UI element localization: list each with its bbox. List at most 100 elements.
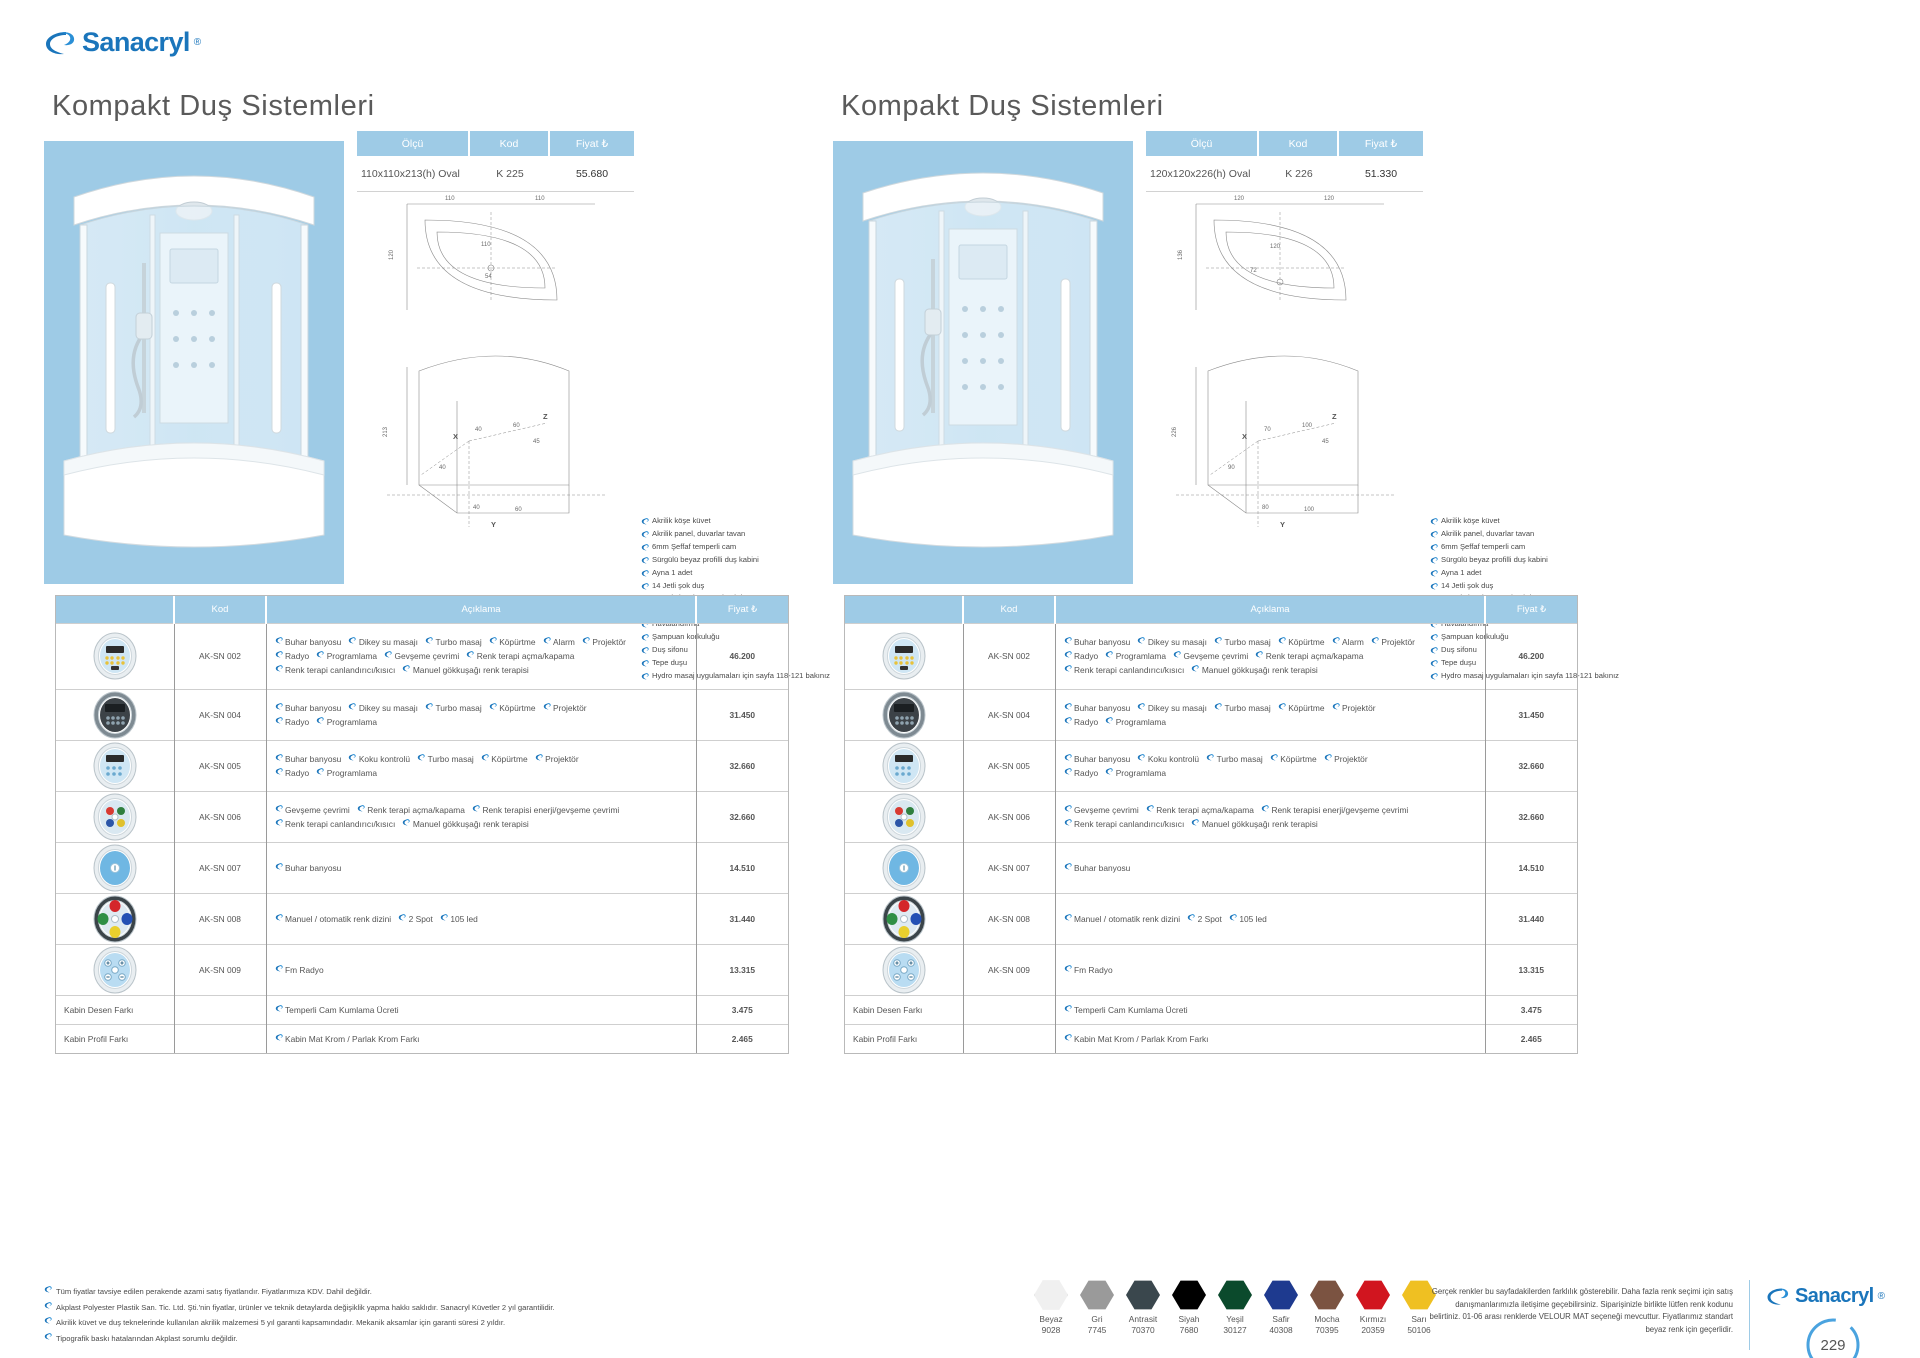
panel-price-table-left: Kod Açıklama Fiyat ₺ AK-SN 002 Buhar banyosu… bbox=[55, 595, 789, 1054]
panel-description-line: Radyo Programlama bbox=[275, 715, 688, 729]
dim-label: 45 bbox=[533, 439, 540, 445]
dim-label: 72 bbox=[1250, 268, 1257, 274]
panel-feature-label: Buhar banyosu bbox=[1074, 753, 1131, 764]
panel-feature-label: Turbo masaj bbox=[1216, 753, 1263, 764]
panel-header-code: Kod bbox=[963, 596, 1056, 623]
panel-code: AK-SN 008 bbox=[174, 892, 267, 944]
panel-description-line: Radyo Programlama Gevşeme çevrimi Renk tera… bbox=[275, 649, 688, 663]
control-panel-ak-sn-005-icon bbox=[845, 739, 964, 791]
control-panel-ak-sn-007-icon bbox=[56, 841, 175, 893]
control-panel-ak-sn-005-icon bbox=[56, 739, 175, 791]
color-swatch-chip bbox=[1356, 1280, 1390, 1310]
panel-code: AK-SN 006 bbox=[174, 790, 267, 842]
feature-bullet-icon bbox=[348, 752, 357, 766]
panel-feature-label: Projektör bbox=[1342, 702, 1376, 713]
panel-code: AK-SN 002 bbox=[174, 622, 267, 689]
panel-feature-label: Buhar banyosu bbox=[285, 637, 342, 647]
panel-table-row: AK-SN 009 Fm Radyo 13.315 bbox=[56, 943, 788, 995]
dim-label: 120 bbox=[1270, 244, 1281, 250]
extra-row-label: Kabin Desen Farkı bbox=[845, 994, 964, 1024]
panel-description-line: Buhar banyosu Dikey su masajı Turbo masaj K… bbox=[1064, 635, 1477, 649]
registered-mark: ® bbox=[193, 37, 202, 48]
color-swatch-code: 70370 bbox=[1131, 1325, 1155, 1335]
footnote-item: Akplast Polyester Plastik San. Tic. Ltd.… bbox=[44, 1300, 814, 1316]
footnotes: Tüm fiyatlar tavsiye edilen perakende az… bbox=[44, 1284, 814, 1346]
feature-bullet-icon bbox=[1137, 635, 1146, 649]
axis-label-x: X bbox=[1242, 432, 1247, 441]
feature-bullet-icon bbox=[1430, 582, 1438, 591]
panel-feature: Buhar banyosu bbox=[275, 635, 342, 649]
panel-feature: Alarm bbox=[1332, 635, 1364, 649]
panel-description: Fm Radyo bbox=[266, 943, 697, 995]
dim-label: 120 bbox=[1324, 196, 1335, 202]
panel-description: Manuel / otomatik renk dizini 2 Spot 105 l… bbox=[1055, 892, 1486, 944]
feature-item: Sürgülü beyaz profilli duş kabini bbox=[641, 554, 851, 567]
dim-label: 54 bbox=[485, 274, 492, 280]
feature-bullet-icon bbox=[641, 582, 649, 591]
extra-row-price: 2.465 bbox=[1485, 1023, 1577, 1053]
panel-feature-label: Renk terapi açma/kapama bbox=[1156, 804, 1254, 815]
control-panel-ak-sn-006-icon bbox=[845, 790, 964, 842]
spec-value-olcu: 120x120x226(h) Oval bbox=[1150, 167, 1251, 180]
panel-feature-label: Renk terapi canlandırıcı/kısıcı bbox=[285, 818, 396, 829]
extra-row-price: 2.465 bbox=[696, 1023, 788, 1053]
brand-name: Sanacryl bbox=[82, 27, 190, 57]
panel-feature-label: Turbo masaj bbox=[427, 753, 474, 764]
dim-label: 213 bbox=[383, 426, 389, 437]
color-swatch-chip bbox=[1218, 1280, 1252, 1310]
spec-table-right: Ölçü Kod Fiyat ₺ 120x120x226(h) Oval K 2… bbox=[1146, 131, 1423, 192]
feature-bullet-icon bbox=[543, 635, 551, 649]
feature-item: Akrilik panel, duvarlar tavan bbox=[1430, 528, 1640, 541]
product-photo-right bbox=[833, 141, 1133, 584]
color-swatch-code: 50106 bbox=[1407, 1325, 1431, 1335]
spec-header-fiyat: Fiyat ₺ bbox=[1339, 131, 1423, 156]
feature-label: Sürgülü beyaz profilli duş kabini bbox=[652, 554, 759, 564]
feature-bullet-icon bbox=[1214, 701, 1222, 715]
panel-feature-label: Renk terapisi enerji/gevşeme çevrimi bbox=[1271, 804, 1409, 815]
panel-feature: Turbo masaj bbox=[1206, 752, 1263, 766]
panel-price-table-right: Kod Açıklama Fiyat ₺ AK-SN 002 Buhar banyosu… bbox=[844, 595, 1578, 1054]
panel-price: 32.660 bbox=[1485, 790, 1577, 842]
footnote-item: Tipografik baskı hatalarından Akplast so… bbox=[44, 1331, 814, 1347]
control-panel-ak-sn-009-icon bbox=[56, 943, 175, 995]
panel-table-row: AK-SN 008 Manuel / otomatik renk dizini 2 … bbox=[845, 892, 1577, 944]
panel-description-line: Radyo Programlama Gevşeme çevrimi Renk tera… bbox=[1064, 649, 1477, 663]
panel-header-price: Fiyat ₺ bbox=[1485, 596, 1577, 623]
panel-feature: Programlama bbox=[1105, 649, 1166, 663]
feature-bullet-icon bbox=[466, 649, 474, 663]
axis-label-z: Z bbox=[543, 412, 548, 421]
panel-feature-label: Dikey su masajı bbox=[1147, 637, 1207, 647]
panel-feature-label: Renk terapisi enerji/gevşeme çevrimi bbox=[482, 804, 620, 815]
axis-label-x: X bbox=[453, 432, 458, 441]
footnote-bullet-icon bbox=[44, 1315, 52, 1331]
panel-feature: Köpürtme bbox=[481, 752, 528, 766]
panel-feature-label: Köpürtme bbox=[499, 637, 536, 647]
page-title: Kompakt Duş Sistemleri bbox=[841, 90, 1164, 122]
panel-feature-label: Köpürtme bbox=[499, 702, 536, 713]
panel-feature-label: Köpürtme bbox=[491, 753, 528, 764]
panel-header-description: Açıklama bbox=[266, 596, 697, 623]
feature-bullet-icon bbox=[1064, 715, 1072, 729]
brand-name: Sanacryl bbox=[1795, 1285, 1874, 1307]
spec-value-kod: K 226 bbox=[1285, 167, 1313, 180]
feature-bullet-icon bbox=[1278, 635, 1286, 649]
feature-bullet-icon bbox=[316, 649, 324, 663]
panel-feature: Buhar banyosu bbox=[1064, 635, 1130, 649]
panel-feature: Buhar banyosu bbox=[275, 701, 341, 715]
footnote-bullet-icon bbox=[44, 1284, 52, 1300]
panel-feature-label: 105 led bbox=[1239, 913, 1267, 924]
panel-feature: Turbo masaj bbox=[425, 701, 482, 715]
color-swatch-code: 7680 bbox=[1179, 1325, 1199, 1335]
panel-feature-label: Programlama bbox=[326, 716, 377, 727]
panel-table-row: AK-SN 004 Buhar banyosu Dikey su masajı Tur… bbox=[56, 688, 788, 740]
panel-feature-label: Koku kontrolü bbox=[358, 753, 411, 764]
color-swatch-chip bbox=[1126, 1280, 1160, 1310]
feature-bullet-icon bbox=[1064, 861, 1072, 875]
feature-bullet-icon bbox=[275, 963, 283, 977]
feature-bullet-icon bbox=[425, 635, 433, 649]
panel-code: AK-SN 008 bbox=[963, 892, 1056, 944]
panel-feature: Renk terapi açma/kapama bbox=[1255, 649, 1363, 663]
color-swatch-name: Sarı bbox=[1411, 1314, 1427, 1324]
panel-table-row: AK-SN 002 Buhar banyosu Dikey su masajı Tur… bbox=[56, 622, 788, 689]
feature-bullet-icon bbox=[316, 766, 324, 780]
